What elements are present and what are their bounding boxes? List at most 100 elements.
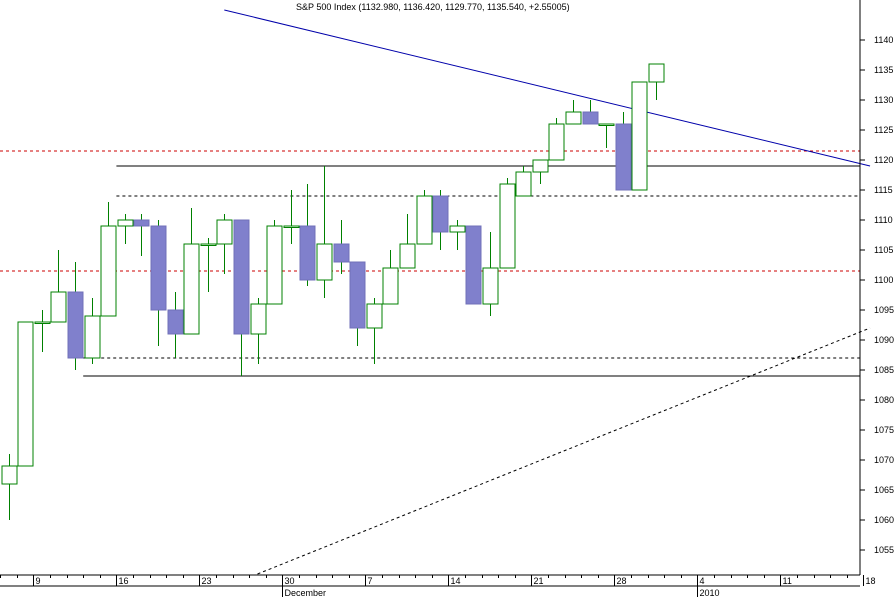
candle-body-down	[432, 195, 449, 233]
candle	[499, 178, 516, 269]
candle	[648, 63, 665, 100]
candle-body-up	[399, 243, 416, 269]
candle-body-up	[1, 465, 18, 485]
candle-body-down	[150, 225, 167, 311]
y-tick-label: 1140	[874, 35, 893, 45]
y-tick-label: 1105	[874, 245, 893, 255]
candle	[631, 81, 648, 191]
candle-body-up	[50, 291, 67, 323]
y-tick-label: 1070	[874, 455, 894, 465]
candle-body-down	[167, 309, 184, 335]
candle	[34, 310, 51, 352]
x-axis: 9 16 23 30 7 14 21 28 4 11 18 December 2010	[0, 574, 876, 597]
candle	[299, 184, 316, 286]
candles	[1, 63, 665, 520]
x-tick-label: 21	[534, 576, 544, 586]
candle-body-down	[615, 123, 632, 191]
y-tick-label: 1110	[874, 215, 893, 225]
candle	[117, 214, 134, 244]
candle-body-up	[631, 81, 648, 191]
candle	[100, 202, 117, 317]
downtrend-line	[224, 9, 871, 167]
x-tick-label: 9	[36, 576, 41, 586]
y-tick-label: 1130	[874, 95, 893, 105]
candle	[233, 219, 250, 376]
x-tick-label: 14	[451, 576, 461, 586]
candle-body-up	[382, 267, 399, 305]
candle-body-up	[200, 243, 217, 246]
y-tick-label: 1135	[874, 65, 893, 75]
candle-body-up	[17, 321, 34, 467]
candle-body-up	[316, 243, 333, 281]
y-tick-label: 1075	[874, 425, 894, 435]
chart-title: S&P 500 Index (1132.980, 1136.420, 1129.…	[296, 2, 570, 12]
candle-body-down	[465, 225, 482, 305]
x-tick-label: 16	[119, 576, 129, 586]
candle	[615, 112, 632, 191]
candle	[67, 262, 84, 370]
candle-body-down	[133, 219, 150, 227]
candle	[216, 214, 233, 274]
x-tick-label: 4	[700, 576, 705, 586]
candle-body-up	[117, 219, 134, 227]
candle	[532, 159, 549, 184]
candle-body-up	[84, 315, 101, 359]
candle	[84, 298, 101, 364]
x-tick-label: 23	[202, 576, 212, 586]
y-tick-label: 1125	[874, 125, 893, 135]
candle	[250, 298, 267, 364]
y-tick-label: 1065	[874, 485, 894, 495]
candle-body-up	[216, 219, 233, 245]
candle-body-up	[34, 321, 51, 324]
candle	[266, 220, 283, 305]
y-tick-label: 1115	[874, 185, 893, 195]
y-tick-label: 1120	[874, 155, 893, 165]
candle-body-down	[299, 225, 316, 281]
candle-body-up	[366, 303, 383, 329]
dashed-trend-line	[257, 327, 871, 575]
candle	[416, 190, 433, 245]
candle-body-up	[283, 225, 300, 228]
candle	[366, 298, 383, 364]
candle-body-down	[582, 111, 599, 125]
candle	[349, 261, 366, 346]
candle	[167, 292, 184, 358]
x-tick-label: 11	[783, 576, 792, 586]
x-period-label: 2010	[700, 588, 720, 597]
candle-body-up	[565, 111, 582, 125]
candle-body-up	[532, 159, 549, 173]
candle-body-up	[250, 303, 267, 335]
candle-body-up	[598, 123, 615, 126]
candle	[333, 220, 350, 274]
reference-lines	[0, 150, 860, 377]
candle	[200, 238, 217, 292]
candle	[150, 220, 167, 346]
y-tick-label: 1100	[874, 275, 893, 285]
y-tick-label: 1085	[874, 365, 894, 375]
x-period-label: December	[285, 588, 327, 597]
candle	[183, 208, 200, 335]
y-tick-label: 1095	[874, 305, 894, 315]
candle-body-down	[233, 219, 250, 335]
candle	[465, 225, 482, 305]
candle-body-down	[349, 261, 366, 329]
y-tick-label: 1080	[874, 395, 894, 405]
candle-body-up	[449, 225, 466, 233]
candle	[399, 214, 416, 269]
y-tick-label: 1055	[874, 545, 894, 555]
candle	[382, 250, 399, 305]
candle	[432, 190, 449, 250]
candle	[598, 123, 615, 148]
trend-lines	[224, 9, 871, 575]
candle	[283, 190, 300, 244]
candle	[133, 214, 150, 256]
candle-body-down	[67, 291, 84, 359]
y-axis: 1055 1060 1065 1070 1075 1080 1085 1090 1095 1100…	[859, 0, 894, 575]
y-tick-label: 1090	[874, 335, 894, 345]
candle-body-up	[266, 225, 283, 305]
candle-body-up	[648, 63, 665, 83]
candle	[482, 232, 499, 316]
candle	[316, 166, 333, 298]
